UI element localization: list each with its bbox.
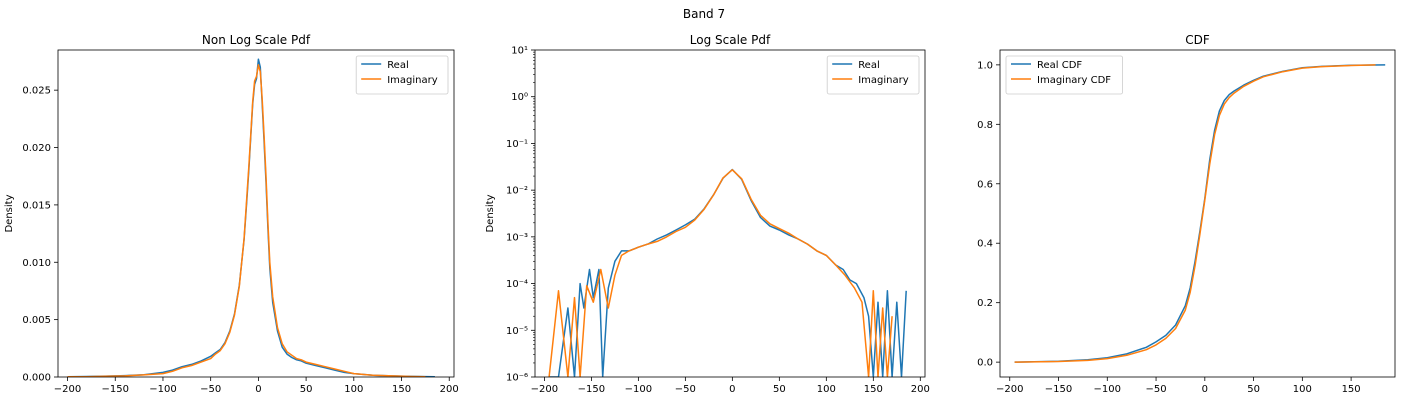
- x-tick-label: −150: [1045, 384, 1072, 395]
- y-tick-label: 0.0: [977, 358, 993, 369]
- x-tick-label: −150: [102, 384, 129, 395]
- chart-panel-non-log-pdf: −200 −150 −100 −50 0 50 100 150 200 0.000 0.005 0.0…: [4, 33, 459, 395]
- y-tick-label: 10⁻⁴: [506, 279, 528, 290]
- chart-panel-cdf: −200 −150 −100 −50 0 50 100 150 0.0 0.2 0.4 0.6 0.8 1…: [977, 33, 1396, 395]
- y-tick-label: 0.8: [977, 120, 993, 131]
- x-tick-label: 50: [1247, 384, 1260, 395]
- y-axis-label: Density: [4, 194, 15, 232]
- x-tick-label: −150: [578, 384, 605, 395]
- legend-entry-label: Imaginary: [387, 75, 438, 86]
- x-tick-label: −100: [1094, 384, 1121, 395]
- y-tick-label: 0.000: [22, 373, 51, 384]
- y-tick-label: 0.4: [977, 239, 993, 250]
- x-tick-label: −50: [200, 384, 221, 395]
- series-group: [548, 168, 907, 377]
- axes-frame: [57, 49, 455, 378]
- x-tick-label: −50: [1145, 384, 1166, 395]
- x-tick-label: −200: [54, 384, 81, 395]
- legend-entry-label: Real CDF: [1037, 60, 1082, 71]
- y-tick-label: 0.005: [22, 315, 51, 326]
- legend-box: [826, 55, 920, 95]
- x-tick-label: 100: [1293, 384, 1312, 395]
- x-tick-label: −100: [149, 384, 176, 395]
- y-tick-label: 10⁻²: [506, 186, 528, 197]
- chart-title: Log Scale Pdf: [690, 33, 771, 47]
- y-tick-label: 1.0: [977, 60, 993, 71]
- chart-title: Non Log Scale Pdf: [202, 33, 311, 47]
- legend-entry-label: Real: [858, 60, 880, 71]
- y-tick-label: 10⁻⁶: [506, 373, 528, 384]
- y-tick-label: 10⁻¹: [506, 139, 528, 150]
- series-group: [1014, 64, 1386, 363]
- y-tick-label: 10⁻⁵: [506, 326, 528, 337]
- legend-box: [1005, 55, 1123, 95]
- y-tick-label: 0.020: [22, 143, 51, 154]
- legend: Real Imaginary: [355, 55, 449, 95]
- figure-suptitle: Band 7: [683, 7, 725, 21]
- series-line-imaginary-cdf: [1014, 64, 1376, 363]
- legend-box: [355, 55, 449, 95]
- legend: Real CDF Imaginary CDF: [1005, 55, 1123, 95]
- y-tick-label: 10⁻³: [506, 232, 528, 243]
- y-tick-label: 10⁰: [511, 92, 528, 103]
- y-tick-label: 0.025: [22, 86, 51, 97]
- legend-entry-label: Imaginary: [858, 75, 909, 86]
- y-tick-label: 0.015: [22, 200, 51, 211]
- series-line-real-cdf: [1014, 64, 1386, 363]
- series-line-imaginary: [67, 64, 426, 377]
- x-tick-label: −200: [996, 384, 1023, 395]
- x-tick-label: 150: [1342, 384, 1361, 395]
- x-tick-label: 150: [864, 384, 883, 395]
- legend: Real Imaginary: [826, 55, 920, 95]
- legend-entry-label: Imaginary CDF: [1037, 75, 1111, 86]
- axes-frame: [534, 49, 926, 378]
- x-tick-label: −200: [531, 384, 558, 395]
- x-tick-label: −100: [625, 384, 652, 395]
- x-tick-label: 0: [729, 384, 735, 395]
- y-axis-label: Density: [485, 194, 496, 232]
- x-tick-label: 0: [255, 384, 261, 395]
- x-tick-label: 200: [911, 384, 930, 395]
- x-tick-label: 150: [392, 384, 411, 395]
- chart-title: CDF: [1185, 33, 1210, 47]
- series-group: [67, 58, 435, 377]
- x-tick-label: −50: [675, 384, 696, 395]
- series-line-real: [67, 58, 435, 377]
- y-tick-label: 0.6: [977, 179, 993, 190]
- x-tick-label: 100: [817, 384, 836, 395]
- x-tick-label: 200: [440, 384, 459, 395]
- series-line-real: [549, 168, 907, 377]
- chart-panel-log-pdf: −200 −150 −100 −50 0 50 100 150 200 10⁻⁶ 10⁻⁵ 10⁻⁴ 1…: [485, 33, 930, 395]
- x-tick-label: 0: [1202, 384, 1208, 395]
- y-tick-label: 10¹: [511, 46, 528, 57]
- y-tick-label: 0.010: [22, 258, 51, 269]
- x-tick-label: 100: [344, 384, 363, 395]
- series-line-imaginary: [548, 169, 893, 377]
- x-tick-label: 50: [773, 384, 786, 395]
- y-tick-label: 0.2: [977, 298, 993, 309]
- axes-frame: [999, 49, 1396, 378]
- x-tick-label: 50: [300, 384, 313, 395]
- legend-entry-label: Real: [387, 60, 409, 71]
